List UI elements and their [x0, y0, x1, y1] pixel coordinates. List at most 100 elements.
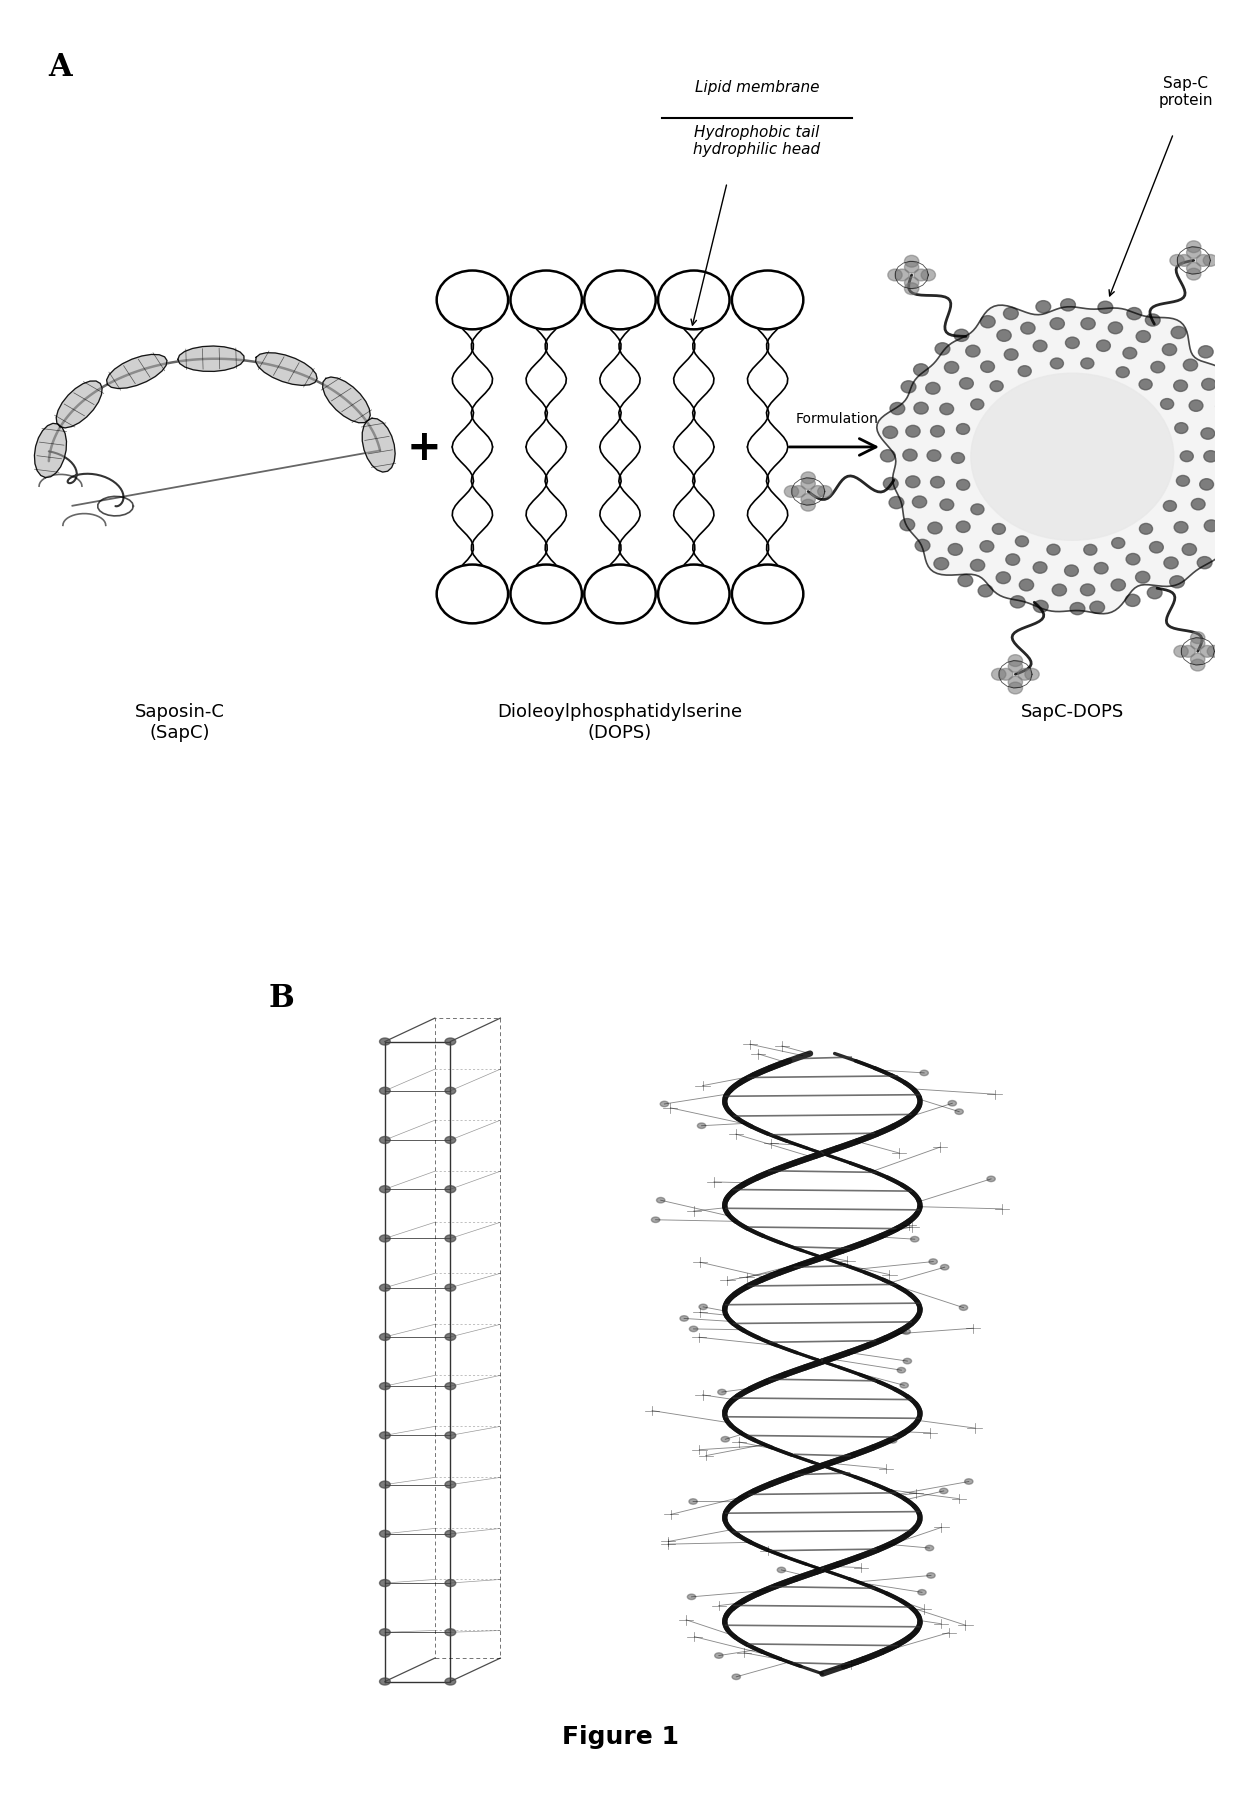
Circle shape	[1004, 350, 1018, 361]
Circle shape	[379, 1431, 391, 1439]
Circle shape	[1202, 379, 1216, 392]
Circle shape	[928, 450, 941, 463]
Circle shape	[900, 1382, 909, 1388]
Circle shape	[1018, 669, 1032, 680]
Circle shape	[445, 1333, 456, 1341]
Circle shape	[1081, 319, 1095, 330]
Circle shape	[445, 1038, 456, 1045]
Circle shape	[903, 450, 918, 463]
Circle shape	[981, 316, 996, 328]
Circle shape	[915, 541, 930, 551]
Circle shape	[1163, 501, 1177, 512]
Circle shape	[379, 1678, 391, 1685]
Circle shape	[714, 1653, 723, 1658]
Circle shape	[930, 477, 945, 488]
Circle shape	[1136, 332, 1151, 343]
Circle shape	[1164, 557, 1178, 570]
Circle shape	[1162, 345, 1177, 356]
Circle shape	[651, 1217, 660, 1223]
Polygon shape	[177, 346, 244, 372]
Circle shape	[1187, 268, 1200, 281]
Circle shape	[379, 1580, 391, 1587]
Circle shape	[1182, 544, 1197, 557]
Circle shape	[1050, 319, 1064, 330]
Circle shape	[1180, 452, 1193, 463]
Circle shape	[1198, 557, 1211, 570]
Circle shape	[1169, 256, 1184, 267]
Circle shape	[1197, 256, 1210, 267]
Circle shape	[914, 270, 929, 281]
Circle shape	[699, 1304, 707, 1310]
Circle shape	[940, 1264, 949, 1270]
Circle shape	[895, 270, 909, 281]
Circle shape	[445, 1235, 456, 1243]
Circle shape	[888, 270, 903, 281]
Circle shape	[914, 403, 929, 415]
Circle shape	[379, 1333, 391, 1341]
Circle shape	[960, 379, 973, 390]
Circle shape	[689, 1498, 697, 1504]
Polygon shape	[255, 354, 317, 386]
Circle shape	[929, 1259, 937, 1264]
Circle shape	[987, 1177, 996, 1183]
Circle shape	[921, 270, 935, 281]
Circle shape	[1147, 588, 1162, 599]
Circle shape	[971, 399, 983, 410]
Circle shape	[1018, 366, 1032, 377]
Circle shape	[1021, 323, 1035, 336]
Circle shape	[890, 403, 905, 415]
Circle shape	[379, 1088, 391, 1094]
Circle shape	[889, 1439, 897, 1444]
Text: B: B	[269, 983, 295, 1014]
Circle shape	[960, 1306, 967, 1312]
Circle shape	[940, 405, 954, 415]
Circle shape	[1225, 428, 1239, 439]
Circle shape	[817, 486, 832, 499]
Circle shape	[904, 283, 919, 296]
Circle shape	[910, 1237, 919, 1243]
Polygon shape	[35, 424, 67, 479]
Circle shape	[379, 1482, 391, 1487]
Circle shape	[379, 1531, 391, 1538]
Circle shape	[996, 573, 1011, 584]
Circle shape	[1190, 639, 1205, 649]
Circle shape	[1190, 633, 1205, 644]
Circle shape	[1084, 544, 1097, 555]
Circle shape	[1008, 677, 1023, 689]
Circle shape	[1011, 597, 1025, 608]
Circle shape	[1174, 522, 1188, 533]
Circle shape	[1109, 323, 1122, 334]
Circle shape	[1174, 381, 1188, 392]
Circle shape	[1097, 303, 1112, 314]
Circle shape	[1198, 346, 1213, 359]
Circle shape	[1096, 341, 1110, 352]
Circle shape	[445, 1284, 456, 1292]
Circle shape	[801, 501, 816, 512]
Circle shape	[1187, 247, 1200, 259]
Circle shape	[379, 1284, 391, 1292]
Circle shape	[925, 1546, 934, 1551]
Circle shape	[940, 1489, 947, 1495]
Text: Lipid membrane: Lipid membrane	[694, 80, 820, 96]
Circle shape	[1190, 655, 1205, 666]
Circle shape	[1060, 299, 1075, 312]
Circle shape	[1126, 553, 1140, 566]
Circle shape	[1070, 604, 1085, 615]
Circle shape	[903, 1359, 911, 1364]
Polygon shape	[362, 419, 396, 473]
Circle shape	[883, 479, 898, 490]
Circle shape	[1053, 584, 1066, 597]
Circle shape	[379, 1038, 391, 1045]
Circle shape	[445, 1580, 456, 1587]
Circle shape	[1224, 479, 1239, 490]
Circle shape	[1169, 577, 1184, 588]
Circle shape	[1047, 544, 1060, 555]
Circle shape	[971, 374, 1174, 541]
Text: Saposin-C
(SapC): Saposin-C (SapC)	[135, 702, 224, 742]
Text: A: A	[48, 51, 72, 82]
Circle shape	[697, 1123, 706, 1128]
Circle shape	[906, 426, 920, 437]
Circle shape	[660, 1101, 668, 1107]
Circle shape	[379, 1186, 391, 1194]
Circle shape	[949, 1101, 956, 1107]
